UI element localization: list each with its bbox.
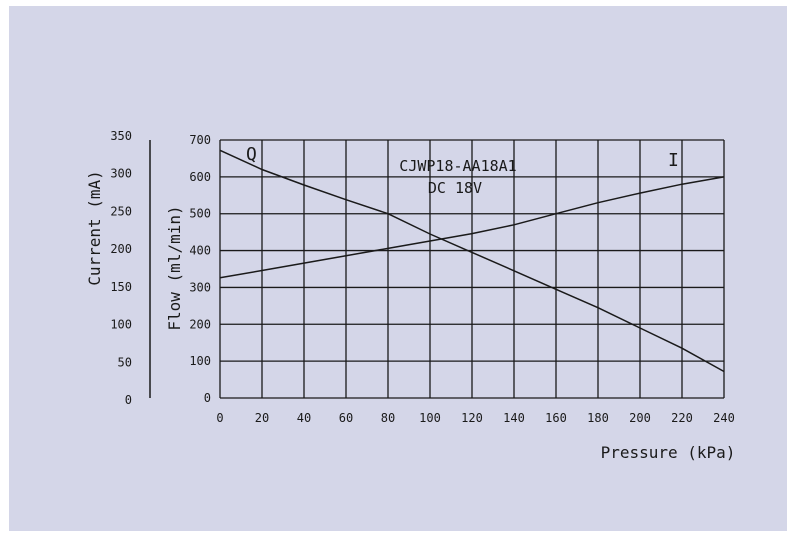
series-line-i	[219, 176, 725, 279]
x-tick-label: 40	[297, 411, 311, 425]
current-tick-label: 100	[110, 318, 132, 332]
flow-tick-label: 0	[204, 391, 211, 405]
flow-tick-label: 700	[189, 133, 211, 147]
x-axis-title: Pressure (kPa)	[601, 443, 736, 462]
current-axis-title: Current (mA)	[85, 170, 104, 286]
x-tick-label: 100	[419, 411, 441, 425]
chart-panel	[9, 6, 787, 531]
x-tick-label: 180	[587, 411, 609, 425]
flow-tick-label: 100	[189, 354, 211, 368]
voltage-annotation: DC 18V	[428, 179, 482, 197]
series-group	[219, 149, 725, 373]
x-tick-label: 200	[629, 411, 651, 425]
series-label-i: I	[668, 150, 679, 171]
x-tick-label: 80	[381, 411, 395, 425]
x-tick-label: 160	[545, 411, 567, 425]
series-label-q: Q	[246, 144, 257, 165]
current-tick-label: 0	[125, 393, 132, 407]
current-tick-label: 350	[110, 129, 132, 143]
flow-tick-label: 600	[189, 170, 211, 184]
current-tick-label: 150	[110, 280, 132, 294]
model-annotation: CJWP18-AA18A1	[399, 157, 516, 175]
flow-axis-title: Flow (ml/min)	[165, 205, 184, 330]
current-tick-label: 50	[118, 355, 132, 369]
flow-tick-label: 500	[189, 207, 211, 221]
x-tick-label: 20	[255, 411, 269, 425]
x-tick-label: 220	[671, 411, 693, 425]
flow-tick-label: 300	[189, 280, 211, 294]
x-tick-label: 240	[713, 411, 735, 425]
x-tick-label: 140	[503, 411, 525, 425]
flow-tick-label: 200	[189, 317, 211, 331]
x-tick-label: 60	[339, 411, 353, 425]
current-tick-label: 300	[110, 167, 132, 181]
flow-tick-label: 400	[189, 244, 211, 258]
x-tick-label: 0	[216, 411, 223, 425]
x-tick-label: 120	[461, 411, 483, 425]
grid	[219, 139, 725, 399]
tick-labels: 0 20 40 60 80 100 120 140 160 180 200 220 240 0 100 200…	[110, 129, 735, 425]
current-tick-label: 250	[110, 204, 132, 218]
current-tick-label: 200	[110, 242, 132, 256]
series-line-q	[219, 149, 725, 373]
